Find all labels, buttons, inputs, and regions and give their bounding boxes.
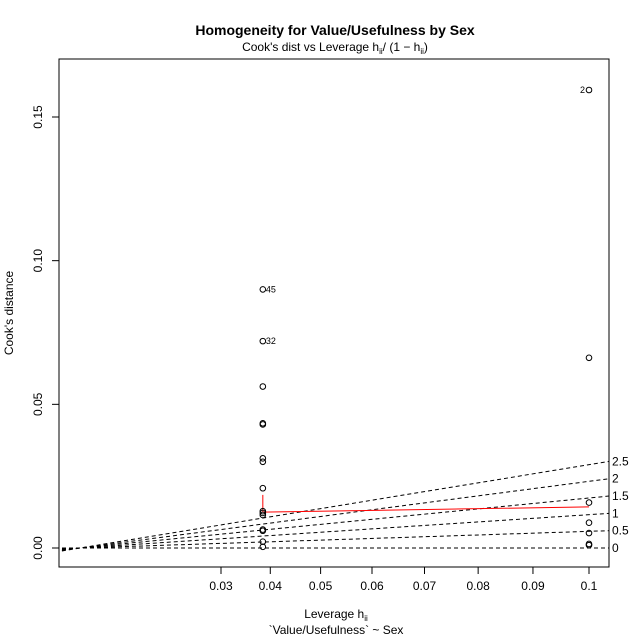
x-tick-label: 0.07: [413, 579, 437, 593]
x-axis: 0.03 0.04 0.05 0.06 0.07 0.08 0.09 0.1: [209, 566, 598, 593]
data-point: [259, 527, 267, 535]
chart-subtitle: Cook's dist vs Leverage hii/ (1 − hii): [242, 40, 428, 56]
x-tick-label: 0.05: [309, 579, 333, 593]
data-point: [259, 509, 267, 517]
subtitle-subscript-1: ii: [379, 47, 383, 56]
data-point: [585, 354, 593, 362]
subtitle-suffix: ): [424, 40, 428, 54]
point-label: 45: [266, 284, 276, 294]
subtitle-subscript-2: ii: [420, 47, 424, 56]
y-axis: 0.00 0.05 0.10 0.15: [31, 105, 60, 560]
y-axis-label: Cook's distance: [2, 271, 16, 356]
data-point: [585, 541, 593, 549]
data-point: [585, 86, 593, 94]
y-tick-label: 0.15: [31, 105, 45, 129]
data-point: [259, 286, 267, 293]
smoother-line: [262, 494, 590, 513]
contour-line: [59, 530, 609, 550]
data-point: [259, 484, 267, 492]
point-label: 2: [580, 85, 585, 95]
data-point: [259, 455, 267, 462]
data-point: [259, 458, 267, 466]
y-tick-label: 0.10: [31, 249, 45, 273]
contour-labels: 0 0.5 1 1.5 2 2.5: [612, 454, 629, 555]
contour-label: 1: [612, 506, 619, 520]
x-axis-label-subscript: ii: [364, 614, 368, 623]
data-point: [259, 543, 267, 551]
data-point: [259, 383, 267, 390]
subtitle-prefix: Cook's dist vs Leverage h: [242, 40, 379, 54]
point-labels: 45 32 2: [266, 85, 585, 346]
x-tick-label: 0.08: [466, 579, 490, 593]
cooks-distance-contours: [59, 460, 609, 552]
x-tick-label: 0.04: [259, 579, 283, 593]
x-tick-label: 0.1: [581, 579, 598, 593]
contour-label: 1.5: [612, 489, 629, 503]
x-tick-label: 0.06: [360, 579, 384, 593]
chart-title: Homogeneity for Value/Usefulness by Sex: [195, 22, 475, 38]
model-formula: `Value/Usefulness` ~ Sex: [269, 623, 404, 637]
contour-label: 0: [612, 541, 619, 555]
contour-line: [59, 478, 609, 552]
contour-line: [59, 512, 609, 550]
y-tick-label: 0.05: [31, 392, 45, 416]
data-point: [585, 499, 593, 506]
data-point: [585, 519, 593, 527]
data-point: [259, 337, 267, 345]
x-tick-label: 0.09: [521, 579, 545, 593]
data-point: [259, 511, 267, 519]
x-axis-label: Leverage hii: [304, 607, 368, 623]
data-point: [259, 421, 267, 428]
data-point: [585, 529, 593, 537]
y-tick-label: 0.00: [31, 536, 45, 560]
plot-box: [58, 58, 610, 568]
x-axis-label-main: Leverage h: [304, 607, 364, 621]
contour-line: [59, 460, 609, 552]
contour-line: [59, 495, 609, 551]
loess-smoother: [262, 494, 590, 513]
contour-label: 0.5: [612, 524, 629, 538]
subtitle-mid: / (1 − h: [383, 40, 421, 54]
contour-label: 2.5: [612, 454, 629, 468]
contour-label: 2: [612, 472, 619, 486]
x-tick-label: 0.03: [209, 579, 233, 593]
observations: [259, 86, 593, 551]
point-label: 32: [266, 336, 276, 346]
